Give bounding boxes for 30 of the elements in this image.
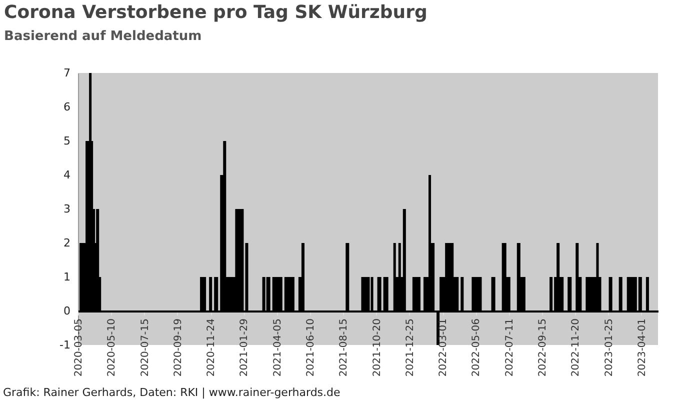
x-tick-label: 2023-01-25 <box>604 318 615 377</box>
y-tick-label: 1 <box>64 270 70 284</box>
x-tick-label: 2020-11-24 <box>206 318 218 377</box>
x-tick-label: 2021-04-05 <box>272 318 284 377</box>
x-tick-label: 2022-07-11 <box>504 318 516 377</box>
y-tick-label: 7 <box>64 66 70 80</box>
chart-subtitle: Basierend auf Meldedatum <box>4 29 202 44</box>
x-tick-label: 2021-06-10 <box>306 318 316 377</box>
text: Grafik: Rainer Gerhards, Daten: RKI | www.rainer-gerhards.de <box>3 386 340 399</box>
x-tick-label: 2021-08-15 <box>338 318 350 377</box>
x-tick-label: 2021-12-25 <box>404 318 416 377</box>
x-tick-label: 2021-10-20 <box>372 318 383 377</box>
y-tick-label: -1 <box>60 338 70 352</box>
x-tick-label: 2023-04-01 <box>636 318 648 377</box>
x-tick-label: 2022-11-20 <box>570 318 582 377</box>
x-tick-label: 2020-05-10 <box>106 318 118 377</box>
x-tick-label: 2022-05-06 <box>471 318 482 377</box>
x-tick-label: 2022-03-01 <box>438 318 450 377</box>
y-tick-label: 4 <box>64 168 70 182</box>
chart-title: Corona Verstorbene pro Tag SK Würzburg <box>4 2 428 23</box>
y-tick-label: 5 <box>64 134 70 148</box>
y-tick-label: 3 <box>64 202 70 216</box>
x-tick-label: 2021-01-29 <box>239 318 250 377</box>
x-tick-label: 2022-09-15 <box>538 318 548 377</box>
y-tick-label: 0 <box>64 304 70 318</box>
y-tick-label: 2 <box>64 236 70 250</box>
x-tick-label: 2020-03-05 <box>74 318 84 377</box>
x-tick-label: 2020-07-15 <box>140 318 151 377</box>
y-tick-label: 6 <box>64 100 70 114</box>
x-tick-label: 2020-09-19 <box>172 318 184 377</box>
